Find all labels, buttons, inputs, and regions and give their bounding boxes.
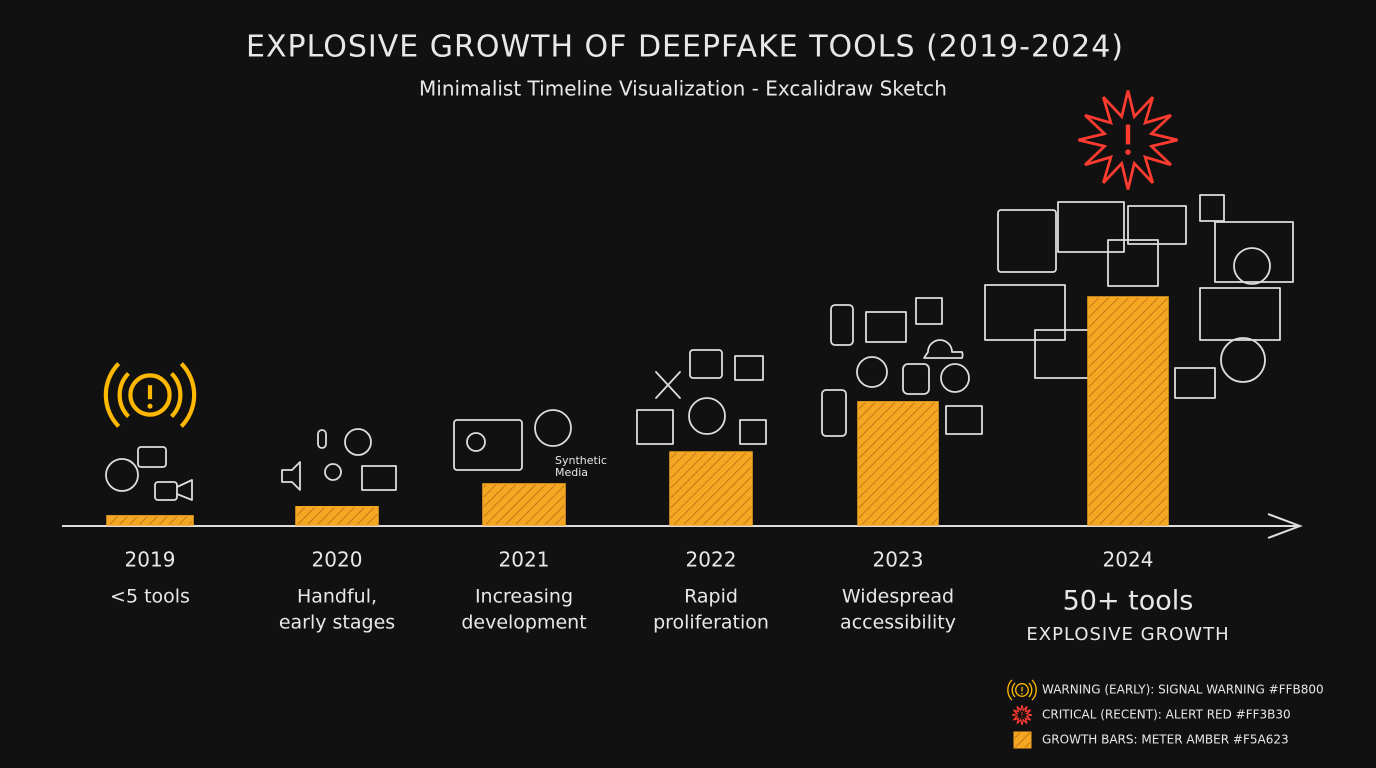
x-tick-label: 2020 xyxy=(312,548,363,572)
description: early stages xyxy=(279,612,395,634)
warning-icon xyxy=(1015,683,1029,697)
warning-dot xyxy=(1021,692,1023,695)
bar xyxy=(295,506,379,526)
chart-subtitle: Minimalist Timeline Visualization - Exca… xyxy=(419,77,947,101)
legend: WARNING (EARLY): SIGNAL WARNING #FFB800 C… xyxy=(1007,679,1324,749)
critical-icon xyxy=(1011,704,1033,726)
description: accessibility xyxy=(840,612,956,634)
critical-dot xyxy=(1125,149,1131,155)
description: development xyxy=(461,612,586,634)
legend-label: GROWTH BARS: METER AMBER #F5A623 xyxy=(1042,733,1289,747)
warning-dot xyxy=(147,403,153,409)
description: proliferation xyxy=(653,612,769,634)
icon-label: Media xyxy=(555,466,588,479)
legend-swatch xyxy=(1013,731,1032,749)
icons xyxy=(105,194,1294,501)
x-tick-label: 2022 xyxy=(686,548,737,572)
legend-label: CRITICAL (RECENT): ALERT RED #FF3B30 xyxy=(1042,708,1291,722)
description: Increasing xyxy=(475,586,573,608)
x-tick-label: 2024 xyxy=(1103,548,1154,572)
warning-wave xyxy=(117,371,183,419)
description: Widespread xyxy=(842,586,954,608)
icon-label: Synthetic xyxy=(555,454,607,467)
bar xyxy=(857,401,939,526)
description: <5 tools xyxy=(110,586,190,608)
warning-wave xyxy=(1011,682,1033,698)
bar xyxy=(1087,296,1169,526)
description: 50+ tools xyxy=(1063,586,1194,617)
warning-wave xyxy=(103,362,197,428)
bar xyxy=(106,515,194,526)
critical-dot xyxy=(1021,716,1023,718)
bar xyxy=(669,451,753,526)
x-tick-label: 2021 xyxy=(499,548,550,572)
x-tick-label: 2023 xyxy=(873,548,924,572)
chart-title: EXPLOSIVE GROWTH OF DEEPFAKE TOOLS (2019… xyxy=(246,30,1124,65)
warning-icon xyxy=(128,373,172,417)
description: Rapid xyxy=(684,586,738,608)
critical-icon xyxy=(1078,90,1178,190)
legend-label: WARNING (EARLY): SIGNAL WARNING #FFB800 xyxy=(1042,683,1324,697)
bar xyxy=(482,483,566,526)
annotation: EXPLOSIVE GROWTH xyxy=(1026,624,1229,645)
timeline-axis xyxy=(62,513,1303,539)
description: Handful, xyxy=(297,586,377,608)
x-tick-label: 2019 xyxy=(125,548,176,572)
warning-wave xyxy=(1007,679,1037,701)
